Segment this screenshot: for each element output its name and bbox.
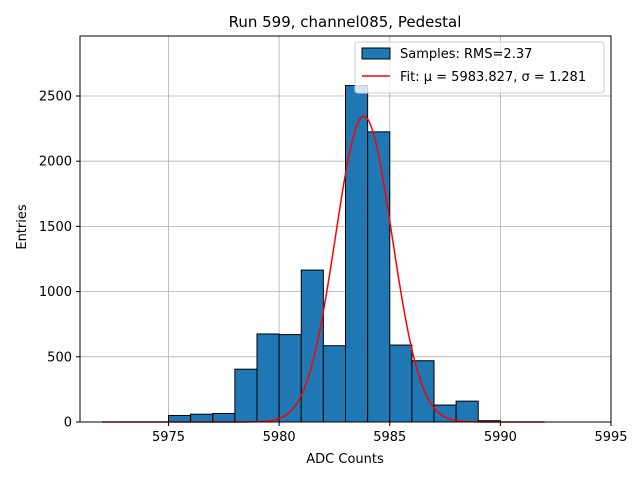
x-tick-label: 5975 (152, 430, 185, 445)
histogram-bars (168, 85, 501, 423)
histogram-bar (367, 131, 391, 423)
x-tick-label: 5985 (373, 430, 406, 445)
histogram-bar (322, 345, 346, 423)
histogram-bar (256, 333, 280, 423)
y-tick-label: 1000 (39, 285, 72, 300)
histogram-bar (411, 360, 435, 423)
chart-title: Run 599, channel085, Pedestal (229, 13, 462, 31)
y-axis-label: Entries (15, 204, 30, 250)
histogram-bar (455, 400, 479, 423)
histogram-bar (168, 414, 192, 423)
y-tick-label: 500 (47, 350, 72, 365)
y-tick-label: 2000 (39, 155, 72, 170)
legend-swatch-samples (361, 47, 391, 60)
x-axis-ticks: 5975 5980 5985 5990 5995 (152, 422, 628, 445)
y-tick-label: 1500 (39, 220, 72, 235)
y-tick-label: 2500 (39, 89, 72, 104)
x-tick-label: 5980 (263, 430, 296, 445)
histogram-bar (212, 413, 236, 423)
legend-box (354, 41, 605, 94)
legend-label-samples: Samples: RMS=2.37 (400, 47, 532, 62)
legend: Samples: RMS=2.37 Fit: μ = 5983.827, σ =… (354, 41, 605, 94)
histogram-bar (234, 368, 258, 423)
x-axis-label: ADC Counts (306, 452, 384, 467)
histogram-bar (278, 334, 302, 423)
histogram-bar (190, 413, 214, 423)
histogram-bar (389, 344, 413, 423)
histogram-bar (300, 269, 324, 423)
x-tick-label: 5990 (484, 430, 517, 445)
axes-frame (79, 35, 612, 423)
y-axis-ticks: 0 500 1000 1500 2000 2500 (39, 89, 80, 431)
x-tick-label: 5995 (594, 430, 627, 445)
histogram-bar (345, 85, 369, 423)
y-tick-label: 0 (64, 416, 72, 431)
legend-label-fit: Fit: μ = 5983.827, σ = 1.281 (400, 70, 586, 85)
